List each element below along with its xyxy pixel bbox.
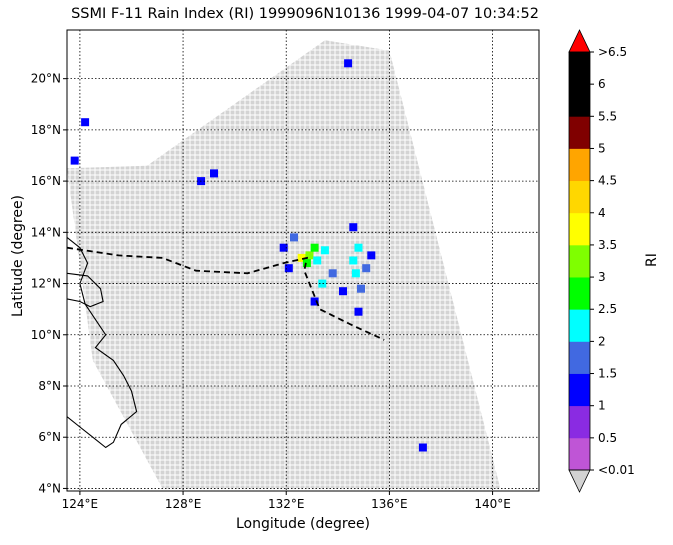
colorbar-frame — [568, 51, 591, 471]
colorbar-segment — [569, 405, 590, 439]
rain-cell — [297, 253, 306, 262]
colorbar-segment — [569, 373, 590, 407]
rain-cell — [349, 223, 358, 232]
colorbar-tick-label: 1.5 — [598, 367, 617, 381]
storm-track — [67, 246, 385, 341]
plot-area — [67, 40, 501, 489]
rain-cell — [70, 156, 79, 165]
colorbar-segment — [569, 148, 590, 182]
colorbar-tick-label: 5.5 — [598, 109, 617, 123]
colorbar-tick-label: 4.5 — [598, 174, 617, 188]
rain-cell — [310, 297, 319, 306]
rain-cell — [349, 256, 358, 265]
colorbar-over-arrow — [568, 29, 591, 53]
y-tick-label: 18°N — [31, 123, 61, 137]
colorbar-label: RI — [644, 253, 660, 267]
colorbar-tick-label: 6 — [598, 77, 606, 91]
colorbar-segment — [569, 277, 590, 310]
rain-cell — [318, 279, 327, 288]
rain-cell — [344, 59, 353, 68]
colorbar-tick-label: 3.5 — [598, 238, 617, 252]
colorbar-tick-label: >6.5 — [598, 45, 627, 59]
rain-cell — [354, 307, 363, 316]
rain-cell — [354, 243, 363, 252]
colorbar-tick-label: 0.5 — [598, 431, 617, 445]
x-tick-label: 136°E — [371, 497, 408, 511]
colorbar-segment — [569, 437, 590, 471]
y-axis-label: Latitude (degree) — [10, 194, 26, 318]
coastline-philippines — [67, 236, 138, 449]
colorbar-segment — [569, 244, 590, 278]
colorbar-segment — [569, 84, 590, 117]
rain-cell — [305, 251, 314, 260]
x-tick-label: 132°E — [268, 497, 305, 511]
y-tick-label: 16°N — [31, 174, 61, 188]
plot-frame — [66, 29, 540, 492]
colorbar-tick-label: 2 — [598, 334, 606, 348]
swath-no-rain — [67, 40, 501, 489]
y-tick-label: 20°N — [31, 72, 61, 86]
x-tick-label: 140°E — [474, 497, 511, 511]
y-tick-label: 14°N — [31, 225, 61, 239]
rain-cell — [81, 118, 90, 127]
x-tick-label: 128°E — [165, 497, 202, 511]
colorbar-tick-label: 1 — [598, 399, 606, 413]
rain-cell — [290, 233, 298, 242]
rain-cell — [310, 243, 319, 252]
colorbar-segment — [569, 52, 590, 85]
colorbar-tick-label: 5 — [598, 141, 606, 155]
x-axis-label: Longitude (degree) — [235, 516, 371, 532]
rain-cell — [302, 259, 311, 268]
rain-cell — [320, 246, 329, 255]
colorbar-segment — [569, 341, 590, 374]
rain-cell — [339, 287, 347, 296]
rain-cell — [351, 269, 360, 278]
rain-cell — [362, 264, 371, 273]
y-tick-label: 12°N — [31, 277, 61, 291]
colorbar-tick-label: 2.5 — [598, 302, 617, 316]
colorbar-tick-label: 4 — [598, 206, 606, 220]
y-tick-label: 4°N — [38, 481, 61, 495]
chart-title: SSMI F-11 Rain Index (RI) 1999096N10136 … — [71, 6, 539, 22]
rain-cell — [328, 269, 337, 278]
x-tick-label: 124°E — [62, 497, 99, 511]
rain-cell — [357, 284, 365, 293]
coastline-samar — [67, 272, 104, 308]
colorbar-segment — [569, 212, 590, 246]
y-tick-label: 6°N — [38, 430, 61, 444]
colorbar-tick-label: <0.01 — [598, 463, 635, 477]
colorbar-under-arrow — [568, 469, 591, 493]
rain-cell — [367, 251, 376, 260]
colorbar-segment — [569, 116, 590, 149]
rain-cell — [418, 443, 427, 452]
colorbar-segment — [569, 180, 590, 214]
y-tick-label: 10°N — [31, 328, 61, 342]
y-tick-label: 8°N — [38, 379, 61, 393]
rain-cell — [279, 243, 288, 252]
rain-cell — [210, 169, 218, 178]
colorbar-segment — [569, 309, 590, 342]
rain-cell — [284, 264, 293, 273]
rain-cell — [313, 256, 322, 265]
colorbar-tick-label: 3 — [598, 270, 606, 284]
